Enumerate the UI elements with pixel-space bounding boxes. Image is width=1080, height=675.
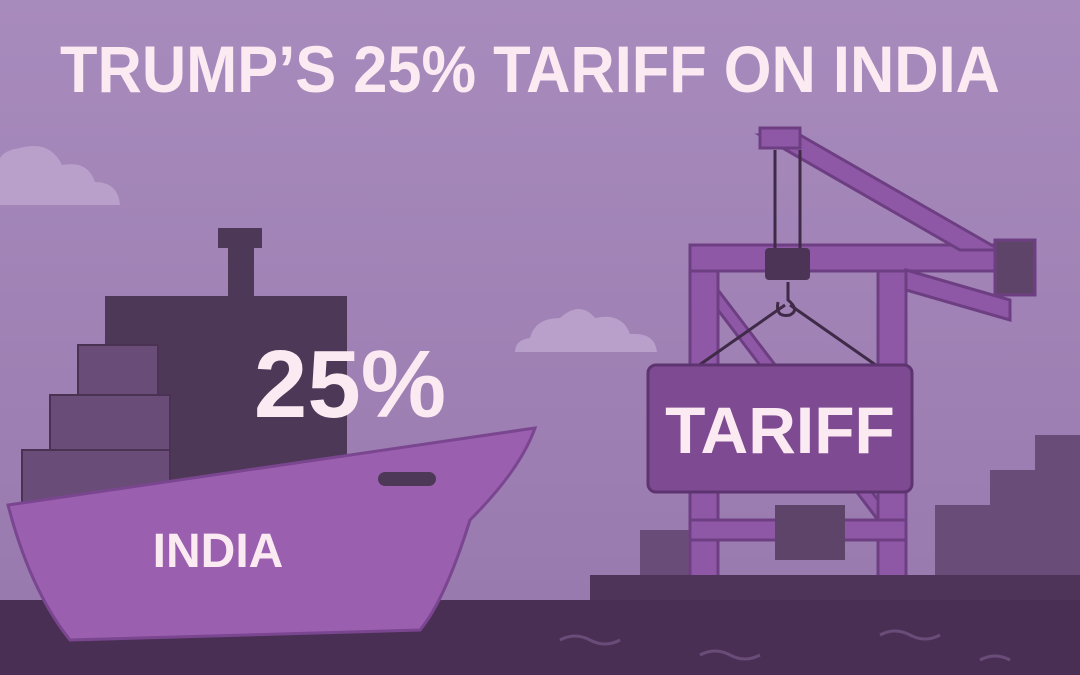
funnel (228, 245, 254, 305)
ship-name: INDIA (153, 525, 284, 578)
tariff-sign (646, 363, 914, 494)
crate (775, 505, 845, 560)
crane-cables (694, 150, 881, 370)
stamp-label: 25% (254, 331, 446, 438)
cloud (515, 309, 657, 352)
hook-block (765, 248, 810, 280)
tariff-label: TARIFF (665, 393, 895, 467)
funnel-top (218, 228, 262, 248)
title: TRUMP’S 25% TARIFF ON INDIA (60, 32, 1000, 106)
cloud (0, 146, 120, 205)
porthole (378, 472, 436, 486)
waves (559, 629, 1011, 662)
